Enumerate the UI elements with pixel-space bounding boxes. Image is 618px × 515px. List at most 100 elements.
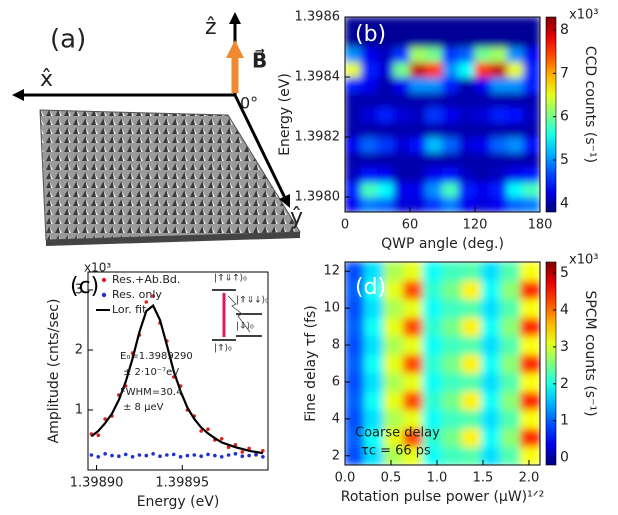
heatmap-cell (361, 137, 378, 153)
heatmap-cell (393, 197, 410, 213)
heatmap-cell (520, 280, 541, 299)
heatmap-cell (364, 298, 385, 317)
heatmap-cell (393, 122, 410, 138)
colorbar-tick-label: 6 (560, 109, 569, 125)
heatmap-cell (410, 92, 427, 108)
heatmap-cell (423, 280, 444, 299)
heatmap-cell (384, 372, 405, 391)
heatmap-cell (458, 17, 475, 33)
heatmap-cell (475, 17, 492, 33)
data-point (96, 455, 100, 459)
heatmap-cell (393, 62, 410, 78)
x-axis-label: Rotation pulse power (μW)¹ᐟ² (341, 489, 545, 505)
heatmap-cell (475, 122, 492, 138)
heatmap-cell (410, 122, 427, 138)
heatmap-cell (345, 107, 362, 123)
heatmap-cell (523, 137, 540, 153)
heatmap-cell (491, 197, 508, 213)
heatmap-cell (520, 298, 541, 317)
heatmap-cell (458, 167, 475, 183)
colorbar-tick-label: 1 (560, 413, 569, 429)
y-tick-label: 1.3980 (295, 190, 341, 205)
heatmap-cell (520, 372, 541, 391)
heatmap-cell (361, 62, 378, 78)
annotation: τc = 66 ps (361, 444, 431, 459)
heatmap-cell (458, 62, 475, 78)
colorbar (546, 17, 556, 212)
y-tick-label: 2 (332, 448, 340, 463)
heatmap-cell (403, 317, 424, 336)
data-point (179, 455, 183, 459)
heatmap-cell (507, 17, 524, 33)
heatmap-cell (393, 17, 410, 33)
heatmap-cell (426, 107, 443, 123)
x-tick-label: 120 (463, 218, 488, 233)
annotation: |⇑⇓↓⟩₀ (236, 296, 269, 306)
y-tick-label: 2 (75, 343, 83, 358)
heatmap-cell (442, 354, 463, 373)
heatmap-cell (377, 122, 394, 138)
heatmap-cell (426, 92, 443, 108)
heatmap-cell (507, 197, 524, 213)
heatmap-cell (475, 77, 492, 93)
heatmap-cell (523, 47, 540, 63)
heatmap-cell (458, 47, 475, 63)
heatmap-cell (523, 77, 540, 93)
heatmap-cell (403, 372, 424, 391)
colorbar-tick-label: 7 (560, 65, 569, 81)
heatmap-cell (501, 317, 522, 336)
legend-label: Res.+Ab.Bd. (112, 273, 180, 286)
heatmap-cell (462, 446, 483, 465)
heatmap-cell (410, 137, 427, 153)
y-tick-label: 1.3986 (295, 10, 341, 25)
colorbar-label: SPCM counts (s⁻¹) (582, 290, 598, 416)
heatmap-cell (364, 354, 385, 373)
data-point (131, 455, 135, 459)
heatmap-cell (403, 391, 424, 410)
heatmap-cell (523, 122, 540, 138)
heatmap-cell (393, 152, 410, 168)
heatmap-cell (345, 391, 366, 410)
panel-label: (a) (50, 25, 86, 55)
field-label: B⃗ (252, 48, 267, 73)
axis-name: x̂ (40, 67, 53, 92)
legend-label: Res. only (112, 288, 162, 301)
x-tick-label: 0.0 (335, 471, 356, 486)
heatmap-cell (458, 197, 475, 213)
annotation: |⇑⇓↑⟩₀ (214, 274, 247, 284)
heatmap-cell (384, 354, 405, 373)
heatmap-cell (377, 197, 394, 213)
heatmap-cell (426, 32, 443, 48)
heatmap-cell (377, 167, 394, 183)
annotation: E₀=1.3989290 (120, 351, 193, 362)
legend-label: Lor. fit (112, 303, 147, 316)
heatmap-cell (442, 372, 463, 391)
data-point (103, 452, 107, 456)
data-point (165, 453, 169, 457)
heatmap-cell (442, 122, 459, 138)
colorbar-tick-label: 2 (560, 376, 569, 392)
heatmap-cell (410, 197, 427, 213)
panel-label: (c) (70, 274, 99, 299)
heatmap-cell (462, 409, 483, 428)
heatmap-cell (410, 47, 427, 63)
heatmap-cell (481, 354, 502, 373)
heatmap-cell (507, 137, 524, 153)
heatmap-cell (426, 197, 443, 213)
colorbar-tick-label: 5 (560, 265, 569, 281)
heatmap-cell (520, 428, 541, 447)
heatmap-cell (442, 152, 459, 168)
heatmap-cell (481, 428, 502, 447)
sample-illustration: (a) x̂ ẑ ŷ B⃗ 0° (12, 12, 303, 246)
heatmap-cell (475, 137, 492, 153)
panel-label: (b) (355, 22, 386, 47)
data-point (138, 453, 142, 457)
x-tick-label: 60 (402, 218, 419, 233)
heatmap-cell (481, 262, 502, 281)
heatmap-cell (507, 182, 524, 198)
heatmap-cell (501, 298, 522, 317)
heatmap-cell (410, 167, 427, 183)
heatmap-cell (442, 107, 459, 123)
heatmap-cell (520, 409, 541, 428)
heatmap-cell (361, 122, 378, 138)
